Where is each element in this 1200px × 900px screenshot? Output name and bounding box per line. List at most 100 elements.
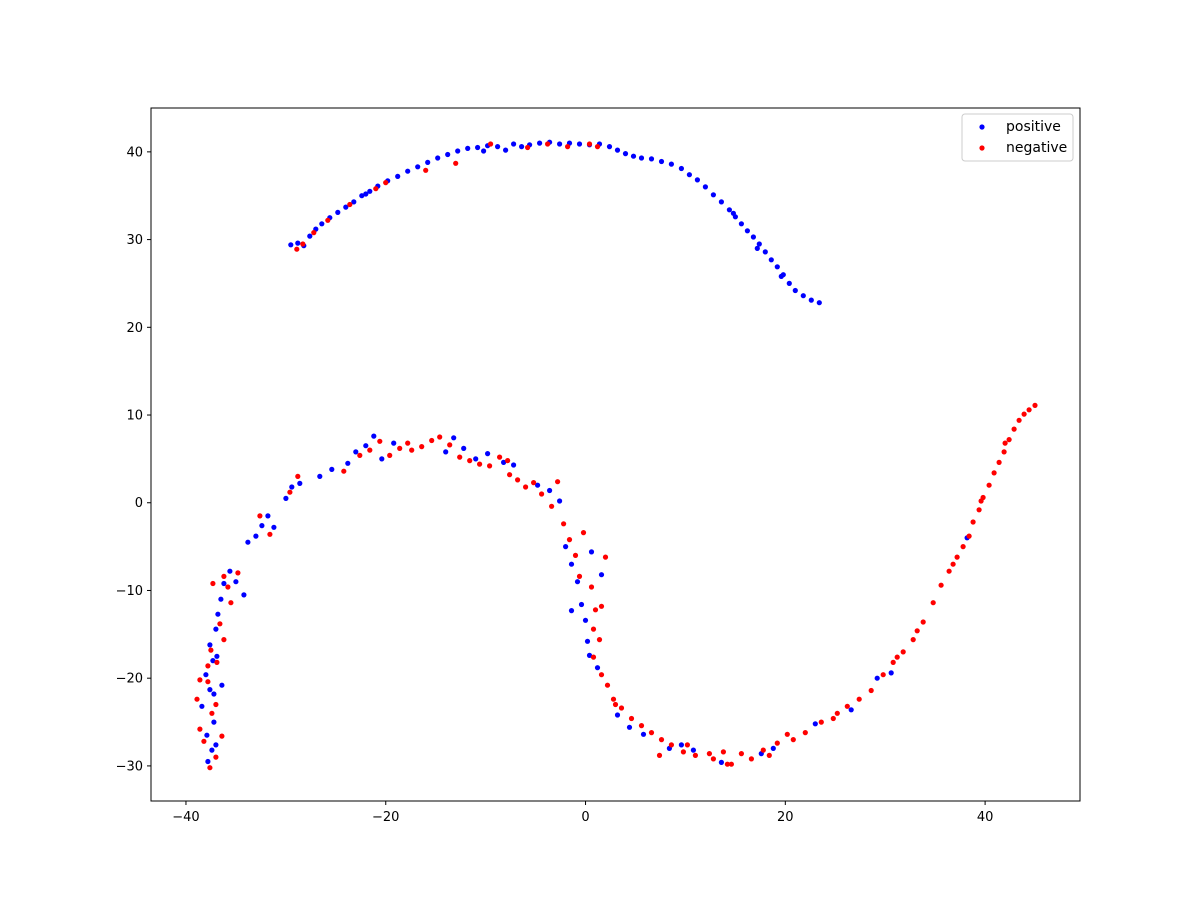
data-point-negative-89 bbox=[856, 696, 862, 702]
data-point-negative-21 bbox=[205, 679, 211, 685]
data-point-positive-100 bbox=[379, 456, 385, 462]
data-point-negative-27 bbox=[228, 600, 234, 606]
legend: positive negative bbox=[961, 113, 1074, 162]
data-point-negative-57 bbox=[566, 537, 573, 543]
data-point-negative-116 bbox=[710, 756, 717, 762]
data-point-positive-73 bbox=[211, 719, 217, 725]
data-point-negative-34 bbox=[357, 452, 363, 458]
data-point-positive-83 bbox=[227, 568, 233, 574]
y-axis: −30 −20 −10 0 10 20 30 40 bbox=[116, 145, 151, 774]
data-point-negative-20 bbox=[194, 696, 200, 702]
data-point-positive-106 bbox=[485, 451, 491, 457]
data-point-positive-116 bbox=[582, 617, 589, 623]
data-point-negative-98 bbox=[946, 568, 952, 574]
data-point-negative-110 bbox=[1011, 426, 1017, 432]
y-tick-label: −20 bbox=[116, 672, 143, 687]
data-point-positive-36 bbox=[606, 144, 613, 150]
y-tick-label: 10 bbox=[126, 409, 143, 424]
data-point-negative-23 bbox=[208, 647, 214, 653]
data-point-negative-60 bbox=[588, 584, 595, 590]
series-negative bbox=[194, 141, 1038, 771]
data-point-negative-22 bbox=[214, 659, 220, 666]
data-point-negative-83 bbox=[774, 740, 780, 746]
data-point-negative-68 bbox=[610, 696, 617, 702]
legend-marker-negative bbox=[979, 145, 985, 151]
data-point-positive-55 bbox=[756, 241, 762, 247]
y-tick-label: −30 bbox=[116, 759, 143, 774]
data-point-positive-96 bbox=[345, 460, 351, 466]
data-point-positive-52 bbox=[738, 221, 745, 227]
data-point-negative-136 bbox=[612, 701, 619, 708]
data-point-positive-50 bbox=[726, 207, 733, 213]
data-point-positive-65 bbox=[730, 210, 737, 216]
data-point-negative-85 bbox=[802, 730, 808, 736]
data-point-positive-41 bbox=[648, 156, 655, 162]
data-point-negative-100 bbox=[960, 544, 966, 550]
data-point-negative-102 bbox=[970, 519, 976, 525]
data-point-positive-21 bbox=[465, 145, 471, 151]
data-point-negative-2 bbox=[311, 230, 317, 236]
data-point-negative-129 bbox=[197, 677, 203, 683]
data-point-positive-20 bbox=[455, 148, 461, 154]
data-point-negative-65 bbox=[590, 654, 597, 660]
data-point-negative-108 bbox=[1001, 449, 1007, 455]
data-point-negative-103 bbox=[976, 507, 982, 513]
data-point-positive-104 bbox=[461, 445, 467, 451]
data-point-negative-112 bbox=[1021, 411, 1027, 417]
data-point-negative-94 bbox=[910, 637, 916, 643]
data-point-positive-8 bbox=[343, 204, 349, 210]
data-point-negative-82 bbox=[760, 747, 766, 753]
data-point-positive-16 bbox=[415, 164, 421, 170]
data-point-negative-79 bbox=[728, 761, 735, 767]
data-point-negative-71 bbox=[638, 723, 645, 729]
data-point-negative-55 bbox=[555, 479, 561, 485]
data-point-negative-6 bbox=[383, 180, 389, 186]
data-point-positive-46 bbox=[694, 177, 701, 183]
y-tick-label: 30 bbox=[126, 233, 143, 248]
data-point-positive-48 bbox=[710, 192, 717, 198]
data-point-positive-74 bbox=[199, 703, 205, 709]
data-point-negative-132 bbox=[405, 440, 411, 446]
data-point-negative-93 bbox=[900, 649, 906, 655]
data-point-negative-58 bbox=[572, 552, 579, 559]
data-point-negative-45 bbox=[467, 458, 473, 464]
data-point-positive-124 bbox=[626, 724, 633, 730]
data-point-negative-36 bbox=[377, 438, 383, 444]
data-point-positive-99 bbox=[371, 433, 377, 439]
data-point-positive-15 bbox=[405, 168, 411, 174]
data-point-negative-74 bbox=[668, 742, 675, 748]
data-point-positive-108 bbox=[510, 462, 517, 468]
data-point-positive-88 bbox=[259, 523, 265, 529]
data-point-positive-61 bbox=[792, 287, 798, 294]
data-point-positive-123 bbox=[614, 712, 621, 718]
data-point-negative-19 bbox=[209, 710, 215, 716]
data-point-negative-42 bbox=[437, 434, 443, 440]
data-point-positive-38 bbox=[622, 151, 629, 157]
data-point-negative-7 bbox=[423, 167, 429, 173]
data-point-negative-46 bbox=[477, 461, 483, 467]
data-point-negative-26 bbox=[221, 573, 227, 580]
data-point-negative-69 bbox=[618, 705, 625, 711]
data-point-negative-126 bbox=[205, 663, 211, 669]
data-point-positive-109 bbox=[535, 482, 541, 488]
data-point-positive-29 bbox=[537, 140, 543, 146]
data-point-positive-121 bbox=[588, 549, 595, 555]
data-point-negative-64 bbox=[596, 637, 603, 643]
data-point-positive-44 bbox=[678, 165, 685, 172]
data-point-negative-122 bbox=[914, 628, 920, 634]
data-point-negative-16 bbox=[213, 754, 219, 760]
data-point-positive-75 bbox=[207, 687, 213, 693]
data-point-negative-113 bbox=[1026, 407, 1032, 413]
y-tick-label: 0 bbox=[135, 496, 143, 511]
data-point-positive-68 bbox=[363, 191, 369, 197]
data-point-negative-121 bbox=[894, 654, 900, 660]
data-point-negative-117 bbox=[724, 761, 731, 767]
data-point-positive-1 bbox=[295, 240, 301, 246]
data-point-positive-117 bbox=[584, 638, 591, 644]
data-point-negative-29 bbox=[257, 513, 263, 519]
data-point-positive-119 bbox=[594, 665, 601, 671]
y-tick-label: −10 bbox=[116, 584, 143, 599]
data-point-negative-15 bbox=[207, 765, 213, 771]
data-point-positive-105 bbox=[473, 456, 479, 462]
data-point-positive-132 bbox=[812, 721, 818, 727]
